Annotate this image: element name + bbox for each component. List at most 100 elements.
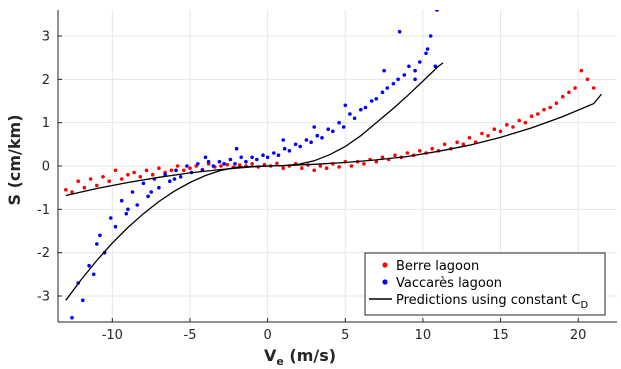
plot-area <box>64 10 603 320</box>
berre-point <box>560 94 565 99</box>
y-tick-label: -1 <box>37 203 50 218</box>
y-tick-label: -2 <box>37 246 50 261</box>
x-tick-label: 20 <box>570 328 587 343</box>
vaccares-point <box>359 107 363 112</box>
vaccares-point <box>369 99 374 103</box>
legend-marker-berre <box>382 262 388 268</box>
vaccares-point <box>391 81 396 86</box>
berre-point <box>132 170 136 175</box>
vaccares-point <box>203 155 208 160</box>
x-axis-label-main: V <box>264 346 277 365</box>
vaccares-point <box>304 138 309 142</box>
berre-point <box>324 166 329 170</box>
vaccares-point <box>402 73 407 77</box>
berre-point <box>579 68 584 73</box>
berre-point <box>337 165 341 169</box>
vaccares-point <box>380 90 385 95</box>
vaccares-point <box>130 190 135 194</box>
berre-point <box>486 133 490 138</box>
vaccares-point <box>196 162 200 166</box>
vaccares-point <box>374 97 379 101</box>
vaccares-point <box>119 198 124 203</box>
legend-label-prediction-main: Predictions using constant C <box>396 293 580 308</box>
vaccares-point <box>244 159 248 164</box>
berre-point <box>150 172 155 177</box>
x-tick-labels: -10 -5 0 5 10 15 20 <box>102 328 587 343</box>
y-tick-label: 3 <box>42 30 50 45</box>
vaccares-point <box>124 211 129 216</box>
vaccares-point <box>135 203 139 207</box>
berre-point <box>119 177 124 181</box>
vaccares-point <box>222 162 226 166</box>
vaccares-point <box>312 125 317 129</box>
vaccares-point <box>211 164 216 168</box>
vaccares-point <box>206 159 211 164</box>
berre-point <box>175 164 180 168</box>
vaccares-point <box>424 51 428 56</box>
x-tick-label: -10 <box>102 328 123 343</box>
vaccares-point <box>233 162 237 166</box>
vaccares-point <box>91 272 96 277</box>
vaccares-point <box>315 133 320 138</box>
berre-point <box>442 142 447 147</box>
berre-point <box>467 136 472 140</box>
x-tick-label: 5 <box>341 328 349 343</box>
berre-point <box>591 86 596 90</box>
vaccares-point <box>168 179 172 183</box>
berre-point <box>573 86 577 90</box>
vaccares-point <box>172 177 177 181</box>
vaccares-point <box>385 86 390 90</box>
berre-point <box>349 164 354 168</box>
vaccares-point <box>343 103 348 108</box>
vaccares-point <box>425 47 430 51</box>
vaccares-point <box>293 142 298 147</box>
vaccares-point <box>397 29 402 34</box>
vaccares-point <box>413 68 417 73</box>
vaccares-point <box>282 146 287 151</box>
berre-point <box>405 151 410 155</box>
berre-point <box>455 140 459 144</box>
grid <box>58 10 617 322</box>
berre-point <box>157 166 161 170</box>
berre-point <box>393 153 397 157</box>
x-tick-label: 0 <box>263 328 271 343</box>
berre-point <box>567 90 571 95</box>
vaccares-point <box>287 149 292 153</box>
legend: Berre lagoon Vaccarès lagoon Predictions… <box>364 252 606 316</box>
berre-point <box>281 166 286 170</box>
vaccares-point <box>239 155 243 160</box>
berre-point <box>430 146 435 151</box>
vaccares-point <box>185 164 189 168</box>
y-tick-labels: -3 -2 -1 0 1 2 3 <box>37 30 50 305</box>
prediction-curve <box>65 93 603 197</box>
vaccares-point <box>396 77 400 82</box>
berre-point <box>380 155 385 160</box>
berre-point <box>300 166 304 170</box>
vaccares-point <box>109 216 113 220</box>
x-axis-label-unit: (m/s) <box>284 346 336 365</box>
vaccares-point <box>70 315 74 320</box>
berre-point <box>76 179 80 183</box>
berre-point <box>88 177 93 181</box>
berre-point <box>548 105 552 110</box>
vaccares-point <box>352 116 357 121</box>
vaccares-point <box>95 242 99 246</box>
vaccares-point <box>320 136 324 140</box>
x-tick-label: 10 <box>415 328 432 343</box>
vaccares-point <box>348 112 352 116</box>
vaccares-point <box>363 105 368 110</box>
x-tick-label: 15 <box>492 328 509 343</box>
berre-point <box>480 131 484 136</box>
vaccares-point <box>418 60 422 64</box>
berre-point <box>219 164 223 168</box>
vaccares-point <box>174 168 178 173</box>
vaccares-point <box>298 144 303 149</box>
vaccares-point <box>178 175 183 179</box>
legend-label-vaccares: Vaccarès lagoon <box>396 276 502 291</box>
berre-point <box>169 168 174 173</box>
axes <box>57 10 617 323</box>
berre-point <box>250 162 254 166</box>
berre-point <box>498 129 503 134</box>
berre-point <box>362 162 366 166</box>
vaccares-point <box>81 298 85 303</box>
